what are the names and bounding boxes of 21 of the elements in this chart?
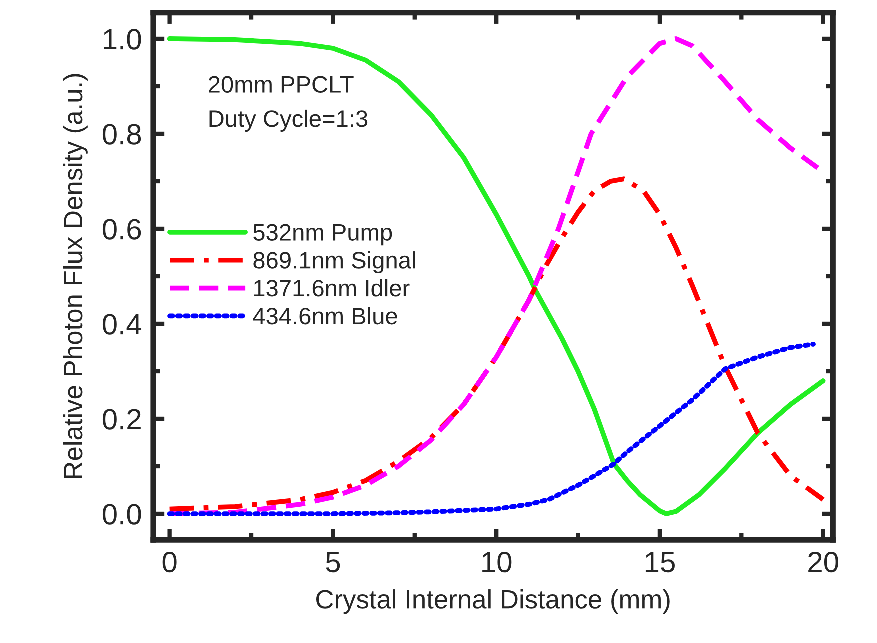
legend-label: 1371.6nm Idler: [254, 279, 410, 297]
line-series: [167, 36, 826, 516]
legend-label: 869.1nm Signal: [254, 252, 416, 274]
line-series: [167, 342, 816, 516]
y-tick-label: 0.0: [102, 504, 142, 525]
y-tick-label: 0.2: [102, 409, 141, 430]
y-tick-label: 0.4: [102, 314, 142, 335]
annotation: 20mm PPCLT: [209, 76, 354, 94]
x-axis-title: Crystal Internal Distance (mm): [316, 590, 670, 614]
x-tick-label: 5: [326, 552, 340, 573]
y-tick-label: 0.6: [102, 219, 142, 240]
legend-label: 532nm Pump: [254, 224, 392, 246]
x-tick-label: 15: [646, 552, 675, 573]
annotation: Duty Cycle=1:3: [210, 110, 368, 132]
y-axis-title: Relative Photon Flux Density (a.u.): [63, 74, 88, 478]
x-tick-label: 20: [808, 552, 838, 573]
y-tick-label: 0.8: [102, 124, 142, 145]
legend-label: 434.6nm Blue: [253, 307, 398, 325]
y-tick-label: 1.0: [104, 29, 142, 50]
x-tick-label: 0: [162, 552, 177, 573]
x-tick-label: 10: [482, 552, 512, 573]
